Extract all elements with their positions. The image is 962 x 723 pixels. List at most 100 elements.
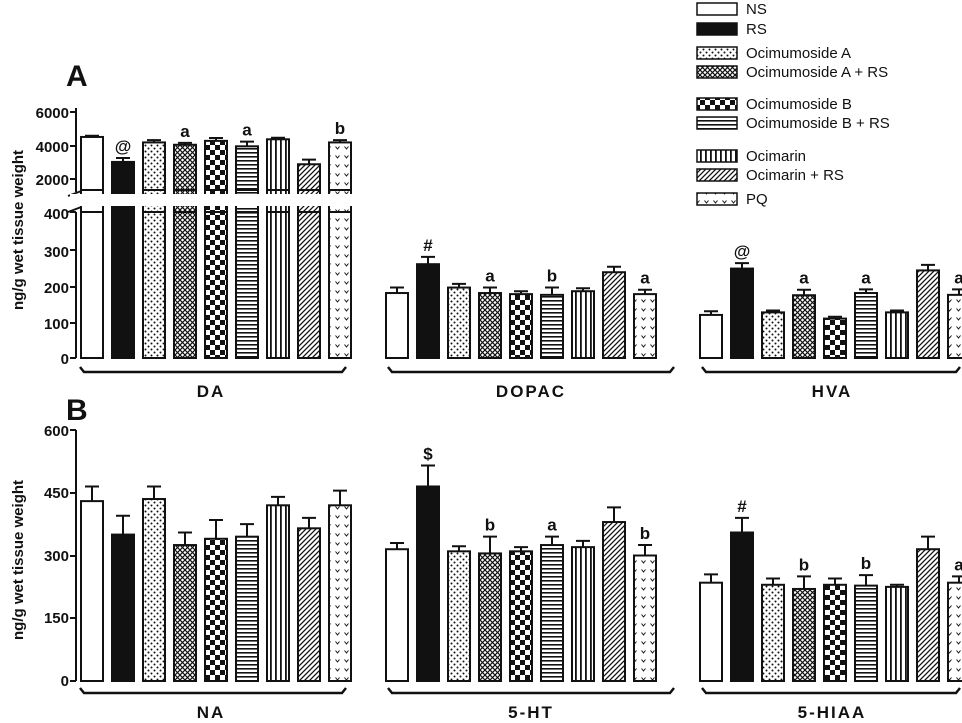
legend-item: RS — [696, 21, 767, 38]
error-bar — [576, 539, 590, 548]
panel-letter-b: B — [66, 394, 88, 427]
y-ticks-b: 600 450 300 150 0 — [44, 423, 69, 690]
bar-ns-na — [80, 500, 104, 682]
error-bar — [859, 574, 873, 586]
significance-annotation: # — [423, 236, 433, 255]
error-bar — [209, 518, 223, 539]
error-bar — [921, 263, 935, 271]
legend-label: PQ — [746, 191, 768, 208]
group-label-5ht: 5-HT — [508, 703, 554, 722]
error-bar — [514, 546, 528, 552]
significance-annotation: b — [640, 524, 650, 543]
legend-label: Ocimarin + RS — [746, 167, 844, 184]
significance-annotation: b — [547, 267, 557, 286]
tick-label: 450 — [44, 485, 69, 502]
error-bar — [452, 545, 466, 552]
error-bar — [952, 575, 962, 583]
error-bar — [921, 535, 935, 550]
bar-ocimumoside-b-hva — [823, 317, 847, 359]
bar-pq-da — [328, 141, 352, 359]
error-bar — [607, 265, 621, 273]
bar-ocimumoside-a-na — [142, 498, 166, 682]
bar-ocimumoside-a-rs-da — [173, 143, 197, 359]
y-ticks-a: 6000 4000 2000 400 300 200 100 0 — [36, 105, 69, 368]
bar-pq-5-hiaa — [947, 581, 962, 682]
bar-ocimumoside-a-da — [142, 141, 166, 359]
legend-label: Ocimarin — [746, 148, 806, 165]
bar-pq-na — [328, 504, 352, 682]
legend-item: Ocimarin + RS — [696, 167, 844, 184]
error-bar — [483, 286, 497, 294]
bar-ns-5-ht — [385, 548, 409, 682]
error-bar — [514, 290, 528, 295]
error-bar — [178, 531, 192, 546]
significance-annotation: b — [861, 554, 871, 573]
error-bar — [735, 262, 749, 269]
bar-ocimumoside-b-rs-5-ht — [540, 544, 564, 683]
bar-ocimumoside-a-rs-hva — [792, 294, 816, 359]
significance-annotation: a — [799, 269, 809, 288]
error-bar — [85, 134, 99, 137]
bar-ocimumoside-b-da — [204, 139, 228, 359]
error-bar — [333, 139, 347, 143]
error-bar — [638, 288, 652, 295]
bar-ocimarin-hva — [885, 311, 909, 359]
legend-label: RS — [746, 21, 767, 38]
group-bracket — [701, 687, 961, 695]
error-bar — [85, 485, 99, 502]
error-bar — [890, 309, 904, 313]
bar-ocimarin-dopac — [571, 290, 595, 359]
error-bar — [271, 495, 285, 506]
bar-pq-dopac — [633, 293, 657, 359]
tick-label: 300 — [44, 244, 69, 261]
group-bracket — [701, 366, 961, 374]
bar-pq-hva — [947, 293, 962, 360]
error-bar — [302, 516, 316, 529]
error-bar — [545, 286, 559, 295]
error-bar — [390, 541, 404, 550]
error-bar — [890, 583, 904, 587]
significance-annotation: a — [861, 268, 871, 287]
bar-rs-dopac — [416, 263, 440, 360]
group-bracket — [79, 687, 347, 695]
bar-ocimarin-rs-hva — [916, 269, 940, 359]
error-bar — [116, 157, 130, 162]
significance-annotation: a — [180, 122, 190, 141]
bar-ns-da — [80, 135, 104, 359]
tick-label: 100 — [44, 316, 69, 333]
bar-ocimumoside-b-5-ht — [509, 550, 533, 682]
bar-ocimumoside-a-rs-5-ht — [478, 552, 502, 682]
significance-annotation: @ — [115, 137, 132, 156]
bar-pq-5-ht — [633, 554, 657, 682]
error-bar — [545, 535, 559, 546]
bar-ocimarin-5-hiaa — [885, 585, 909, 682]
legend-label: Ocimumoside A + RS — [746, 64, 888, 81]
legend-label: NS — [746, 1, 767, 18]
bar-rs-5-hiaa — [730, 531, 754, 682]
y-axis-label-a: ng/g wet tissue weight — [10, 150, 27, 310]
bar-ocimarin-na — [266, 504, 290, 682]
group-label-da: DA — [197, 382, 226, 401]
bar-ocimumoside-b-rs-na — [235, 535, 259, 682]
significance-annotation: b — [799, 555, 809, 574]
legend-swatch — [696, 22, 738, 36]
error-bar — [638, 544, 652, 556]
tick-label: 0 — [61, 673, 69, 690]
error-bar — [116, 514, 130, 535]
bar-ocimarin-rs-5-hiaa — [916, 548, 940, 682]
significance-annotation: a — [954, 268, 962, 287]
bar-ocimumoside-a-hva — [761, 311, 785, 359]
error-bar — [147, 139, 161, 143]
tick-label: 200 — [44, 280, 69, 297]
legend-item: Ocimumoside B + RS — [696, 115, 890, 132]
tick-label: 150 — [44, 610, 69, 627]
error-bar — [766, 577, 780, 585]
legend-item: Ocimumoside A + RS — [696, 64, 888, 81]
legend-item: Ocimumoside B — [696, 96, 852, 113]
significance-annotation: # — [737, 497, 747, 516]
significance-annotation: a — [242, 121, 252, 140]
significance-annotation: a — [954, 555, 962, 574]
bar-ocimumoside-a-5-hiaa — [761, 583, 785, 682]
bar-rs-5-ht — [416, 485, 440, 682]
